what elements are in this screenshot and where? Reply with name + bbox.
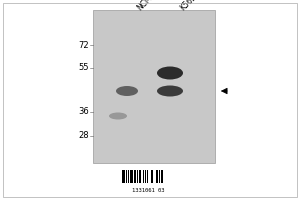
Bar	[126, 170, 127, 183]
Ellipse shape	[116, 86, 138, 96]
Text: K562: K562	[178, 0, 198, 12]
Text: 36: 36	[78, 108, 89, 116]
Text: 55: 55	[79, 64, 89, 72]
Text: 1331061 03: 1331061 03	[132, 188, 164, 193]
Bar	[130, 170, 133, 183]
Bar	[93, 10, 215, 163]
Bar	[137, 170, 138, 183]
Ellipse shape	[157, 86, 183, 97]
Text: 28: 28	[78, 132, 89, 140]
Bar	[139, 170, 141, 183]
Bar	[161, 170, 164, 183]
Bar	[143, 170, 144, 183]
Bar	[147, 170, 148, 183]
Bar	[128, 170, 129, 183]
Ellipse shape	[157, 66, 183, 79]
Bar	[145, 170, 146, 183]
Bar	[159, 170, 160, 183]
Ellipse shape	[109, 112, 127, 119]
Bar	[122, 170, 125, 183]
Bar	[156, 170, 158, 183]
Text: NCI-H292: NCI-H292	[135, 0, 167, 12]
Text: 72: 72	[78, 40, 89, 49]
Bar	[151, 170, 153, 183]
Bar	[134, 170, 136, 183]
